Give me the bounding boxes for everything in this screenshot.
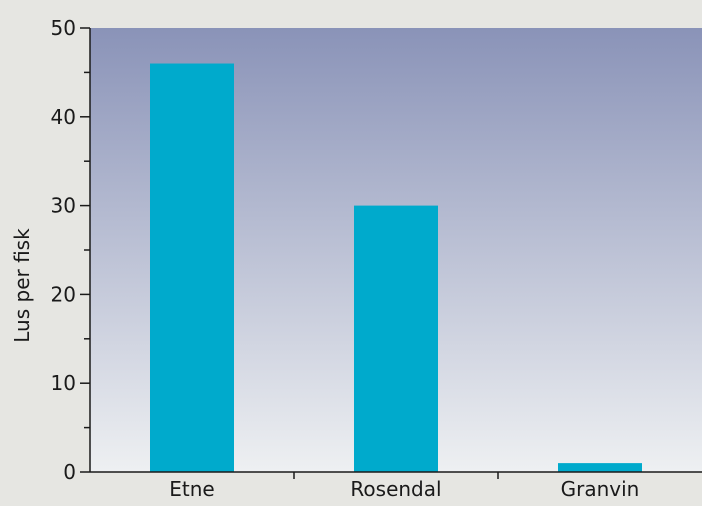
x-tick-label-rosendal: Rosendal (350, 477, 441, 501)
x-tick-label-etne: Etne (169, 477, 214, 501)
y-tick-label: 50 (51, 16, 76, 40)
x-tick-label-granvin: Granvin (561, 477, 640, 501)
bar-rosendal (354, 205, 438, 472)
y-tick-label: 40 (51, 105, 76, 129)
y-tick-label: 10 (51, 371, 76, 395)
y-axis-label: Lus per fisk (10, 228, 34, 343)
x-axis: Etne Rosendal Granvin (90, 471, 702, 501)
y-tick-label: 20 (51, 282, 76, 306)
bar-granvin (558, 463, 642, 472)
bars-group (150, 63, 642, 473)
bar-etne (150, 63, 234, 473)
y-tick-label: 30 (51, 194, 76, 218)
y-tick-label: 0 (63, 460, 76, 484)
y-axis: 0 10 20 30 40 50 (51, 16, 91, 484)
